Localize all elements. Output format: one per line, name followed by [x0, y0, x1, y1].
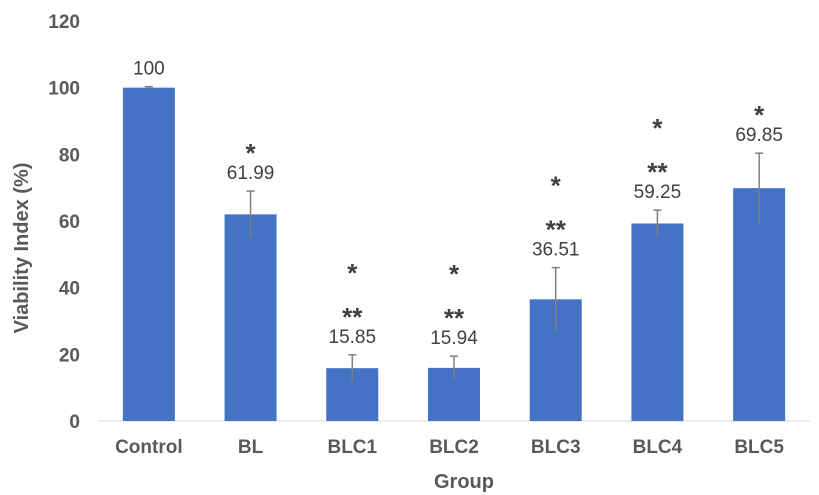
- data-label: 59.25: [634, 182, 682, 203]
- data-label: 36.51: [532, 240, 580, 261]
- data-label: 100: [133, 59, 165, 80]
- significance-single: *: [246, 138, 257, 168]
- significance-double: **: [444, 303, 465, 333]
- x-tick-label: BLC5: [734, 437, 784, 458]
- error-bars: [144, 85, 764, 382]
- data-label: 15.85: [329, 327, 377, 348]
- significance-single: *: [754, 100, 765, 130]
- bar: [122, 87, 175, 422]
- significance-single: *: [652, 113, 663, 143]
- x-tick-label: BLC2: [429, 437, 479, 458]
- y-tick-label: 80: [59, 145, 80, 166]
- x-tick-label: BL: [238, 437, 264, 458]
- bar: [631, 223, 684, 421]
- x-axis-ticks: Control BL BLC1 BLC2 BLC3 BLC4 BLC5: [115, 437, 784, 458]
- significance-double: **: [546, 215, 567, 245]
- data-label: 15.94: [430, 328, 478, 349]
- data-label: 69.85: [735, 125, 783, 146]
- y-axis-title: Viability Index (%): [11, 163, 33, 334]
- bar: [224, 214, 277, 421]
- x-tick-label: BLC3: [531, 437, 581, 458]
- significance-double: **: [647, 157, 668, 187]
- bar: [733, 188, 786, 421]
- x-axis-title: Group: [434, 471, 494, 493]
- y-tick-label: 20: [59, 345, 80, 366]
- significance-single: *: [449, 259, 460, 289]
- y-tick-label: 40: [59, 279, 80, 300]
- y-tick-label: 0: [69, 412, 80, 433]
- y-axis-ticks: 0 20 40 60 80 100 120: [48, 12, 80, 433]
- x-tick-label: BLC1: [327, 437, 377, 458]
- x-tick-label: BLC4: [633, 437, 683, 458]
- data-label: 61.99: [227, 163, 275, 184]
- y-tick-label: 60: [59, 212, 80, 233]
- significance-double: **: [342, 302, 363, 332]
- x-tick-label: Control: [115, 437, 183, 458]
- y-tick-label: 100: [48, 79, 80, 100]
- significance-single: *: [551, 171, 562, 201]
- significance-single: *: [347, 258, 358, 288]
- y-tick-label: 120: [48, 12, 80, 33]
